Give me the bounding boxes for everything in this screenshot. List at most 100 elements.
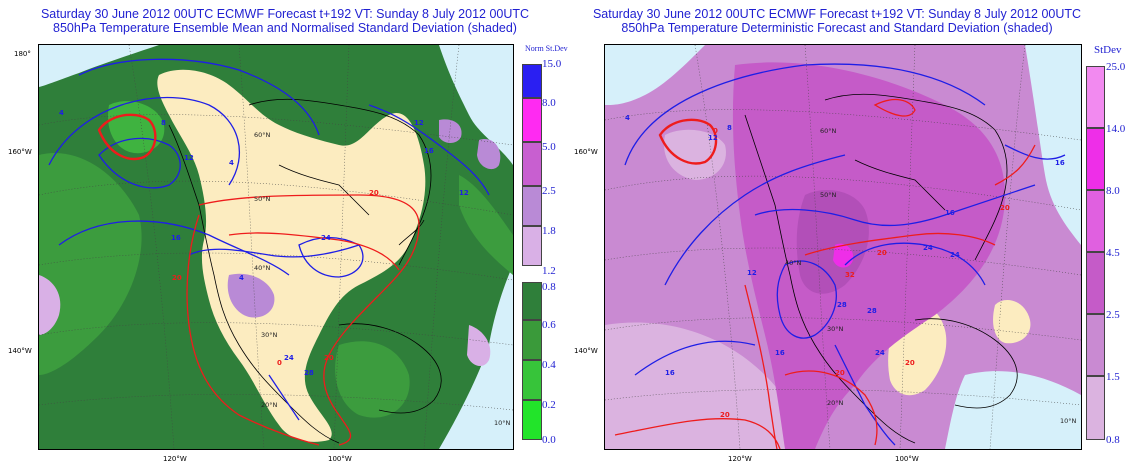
contour-label: 20 [369,189,379,197]
legend-swatch-15 [522,64,542,98]
legend-swatch-0-8 [522,282,542,320]
contour-label: 16 [424,147,434,155]
right-axis-label-160w: 160°W [574,148,598,156]
left-title-line1: Saturday 30 June 2012 00UTC ECMWF Foreca… [40,7,530,21]
right-axis-label-100w: 100°W [895,455,919,463]
left-axis-label-180: 180° [14,50,31,58]
tan-area-2 [993,300,1031,344]
lat-label-50n: 50°N [820,191,837,199]
lat-label-30n: 30°N [261,331,278,339]
right-legend-tick: 2.5 [1106,309,1120,321]
left-legend-title: Norm St.Dev [525,44,568,53]
right-title-line2: 850hPa Temperature Deterministic Forecas… [621,21,1053,35]
purple-patch-5 [477,139,501,170]
legend-swatch-8 [522,98,542,142]
contour-label: 16 [945,209,955,217]
legend-swatch-2-5 [1086,314,1105,376]
sea-area-nw [39,45,159,87]
contour-label: 24 [284,354,294,362]
contour-label: 16 [775,349,785,357]
left-legend-tick: 5.0 [542,141,556,153]
left-map[interactable]: 4 8 12 16 12 16 24 20 20 24 0 4 20 28 12… [38,44,514,450]
sea-area-se [439,265,513,449]
contour-label: 28 [867,307,877,315]
right-axis-label-140w: 140°W [574,347,598,355]
legend-swatch-8 [1086,190,1105,252]
right-map-canvas: 4 0 8 12 16 16 20 16 24 20 28 28 24 20 1… [605,45,1081,449]
legend-swatch-1-5 [1086,376,1105,440]
legend-swatch-0-6 [522,320,542,360]
contour-label: 12 [747,269,757,277]
legend-swatch-2-5 [522,186,542,226]
legend-swatch-1-8 [522,226,542,266]
right-legend: StDev 25.0 14.0 8.0 4.5 2.5 1.5 0.8 [1082,44,1139,448]
green-patch-2 [108,101,165,154]
contour-label: 0 [277,359,282,367]
lat-lon-grid [39,45,513,449]
contour-labels: 4 0 8 12 16 16 20 16 24 20 28 28 24 20 1… [625,114,1065,419]
contour-label: 16 [171,234,181,242]
contour-label: 12 [708,134,718,142]
contour-label: 4 [625,114,630,122]
sea-area-nw [605,45,705,105]
contour-label: 20 [835,369,845,377]
right-legend-tick: 25.0 [1106,61,1126,73]
contour-label: 24 [875,349,885,357]
legend-swatch-0-4 [522,360,542,400]
legend-swatch-5 [522,142,542,186]
contour-label: 4 [229,159,234,167]
left-axis-label-120w: 120°W [163,455,187,463]
contour-label: 12 [184,154,194,162]
lat-label-50n: 50°N [254,195,271,203]
right-title-line1: Saturday 30 June 2012 00UTC ECMWF Foreca… [592,7,1082,21]
left-title-line2: 850hPa Temperature Ensemble Mean and Nor… [53,21,517,35]
lat-label-10n: 10°N [1060,417,1077,425]
left-legend-tick: 0.4 [542,359,556,371]
light-purple-area-2 [664,129,726,180]
lat-label-20n: 20°N [827,399,844,407]
medium-purple-area [732,62,1005,449]
left-legend-tick: 0.6 [542,319,556,331]
sea-area-ne [1025,45,1081,245]
contour-label: 4 [239,274,244,282]
lat-label-40n: 40°N [254,264,271,272]
left-legend-tick: 8.0 [542,97,556,109]
left-map-canvas: 4 8 12 16 12 16 24 20 20 24 0 4 20 28 12… [39,45,513,449]
green-patch-1 [39,153,142,375]
left-legend-tick: 0.8 [542,281,556,293]
contour-label: 20 [172,274,182,282]
right-legend-tick: 8.0 [1106,185,1120,197]
left-axis-label-140w: 140°W [8,347,32,355]
blue-contours [624,63,1066,446]
right-legend-tick: 1.5 [1106,371,1120,383]
contour-label: 28 [837,301,847,309]
green-patch-3 [459,175,513,275]
left-legend-tick: 15.0 [542,58,562,70]
blue-contours [48,58,490,421]
contour-label: 24 [950,251,960,259]
contour-label: 24 [321,234,331,242]
lat-labels: 60°N 50°N 40°N 30°N 20°N 10°N [785,127,1077,425]
contour-label: 16 [1055,159,1065,167]
contour-labels: 4 8 12 16 12 16 24 20 20 24 0 4 20 28 12… [59,109,469,377]
right-legend-title: StDev [1094,44,1122,56]
contour-label: 8 [727,124,732,132]
right-map[interactable]: 4 0 8 12 16 16 20 16 24 20 28 28 24 20 1… [604,44,1082,450]
contour-label: 20 [1000,204,1010,212]
legend-swatch-0-2 [522,400,542,440]
contour-label: 28 [304,369,314,377]
contour-label: 0 [713,127,718,135]
lat-label-20n: 20°N [261,401,278,409]
left-legend-tick: 1.8 [542,225,556,237]
lat-label-10n: 10°N [494,419,511,427]
contour-label: 20 [324,354,334,362]
dark-purple-area [796,190,869,294]
sea-area-ne [439,45,513,165]
contour-label: 12 [459,189,469,197]
purple-patch-1 [227,273,275,318]
left-axis-label-100w: 100°W [328,455,352,463]
legend-swatch-14 [1086,128,1105,190]
lat-label-60n: 60°N [254,131,271,139]
left-legend: Norm St.Dev 15.0 8.0 5.0 2.5 1.8 1.2 0.8… [514,44,574,448]
lat-label-30n: 30°N [827,325,844,333]
